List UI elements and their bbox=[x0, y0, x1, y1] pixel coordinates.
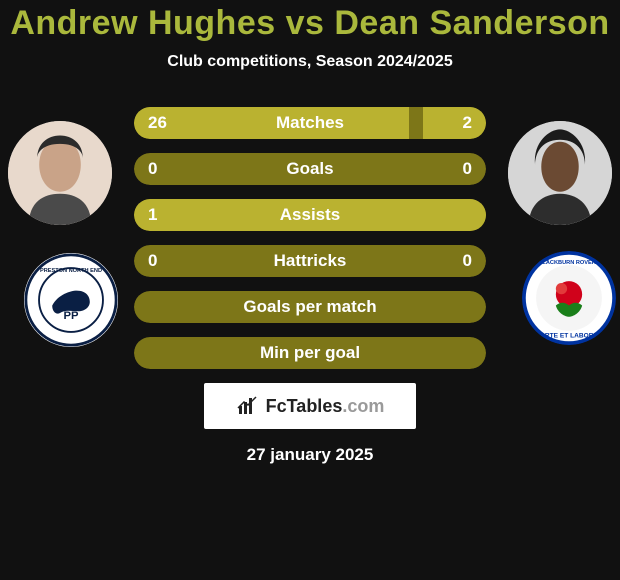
svg-text:BLACKBURN ROVERS: BLACKBURN ROVERS bbox=[538, 260, 599, 266]
stat-value-right: 0 bbox=[463, 251, 472, 271]
club-crest-icon: PP PRESTON NORTH END bbox=[24, 253, 118, 347]
stat-value-right: 0 bbox=[463, 159, 472, 179]
brand-box: FcTables.com bbox=[204, 383, 416, 429]
page-title: Andrew Hughes vs Dean Sanderson bbox=[0, 4, 620, 43]
stat-bar: Matches 26 2 bbox=[134, 107, 486, 139]
svg-text:PP: PP bbox=[63, 310, 79, 322]
club-crest-icon: ARTE ET LABORE BLACKBURN ROVERS bbox=[522, 251, 616, 345]
content-area: PP PRESTON NORTH END ARTE ET LABORE BLAC… bbox=[0, 107, 620, 465]
player-avatar-left bbox=[8, 121, 112, 225]
stat-label: Min per goal bbox=[260, 343, 360, 363]
brand-name: FcTables bbox=[266, 396, 343, 416]
bar-right-fill bbox=[423, 107, 486, 139]
stat-bar: Min per goal bbox=[134, 337, 486, 369]
stats-bars: Matches262Goals00Assists1Hattricks00Goal… bbox=[134, 107, 486, 369]
svg-text:PRESTON NORTH END: PRESTON NORTH END bbox=[40, 268, 102, 274]
brand-logo-icon bbox=[236, 394, 260, 418]
stat-bar: Hattricks 0 0 bbox=[134, 245, 486, 277]
club-badge-left: PP PRESTON NORTH END bbox=[24, 253, 118, 347]
stat-value-left: 1 bbox=[148, 205, 157, 225]
svg-text:ARTE ET LABORE: ARTE ET LABORE bbox=[540, 332, 598, 339]
subtitle: Club competitions, Season 2024/2025 bbox=[0, 53, 620, 71]
stat-label: Goals bbox=[286, 159, 333, 179]
player-avatar-right bbox=[508, 121, 612, 225]
stat-label: Goals per match bbox=[243, 297, 376, 317]
date-label: 27 january 2025 bbox=[10, 445, 610, 465]
brand-suffix: .com bbox=[342, 396, 384, 416]
stat-label: Matches bbox=[276, 113, 344, 133]
stat-value-right: 2 bbox=[463, 113, 472, 133]
club-badge-right: ARTE ET LABORE BLACKBURN ROVERS bbox=[522, 251, 616, 345]
stat-bar: Assists 1 bbox=[134, 199, 486, 231]
comparison-card: Andrew Hughes vs Dean Sanderson Club com… bbox=[0, 0, 620, 580]
avatar-placeholder-icon bbox=[8, 121, 112, 225]
bar-left-fill bbox=[134, 107, 409, 139]
stat-bar: Goals per match bbox=[134, 291, 486, 323]
stat-bar: Goals 0 0 bbox=[134, 153, 486, 185]
stat-label: Assists bbox=[280, 205, 340, 225]
stat-value-left: 26 bbox=[148, 113, 167, 133]
avatar-placeholder-icon bbox=[508, 121, 612, 225]
stat-value-left: 0 bbox=[148, 159, 157, 179]
stat-value-left: 0 bbox=[148, 251, 157, 271]
brand-text: FcTables.com bbox=[266, 396, 385, 417]
stat-label: Hattricks bbox=[274, 251, 347, 271]
